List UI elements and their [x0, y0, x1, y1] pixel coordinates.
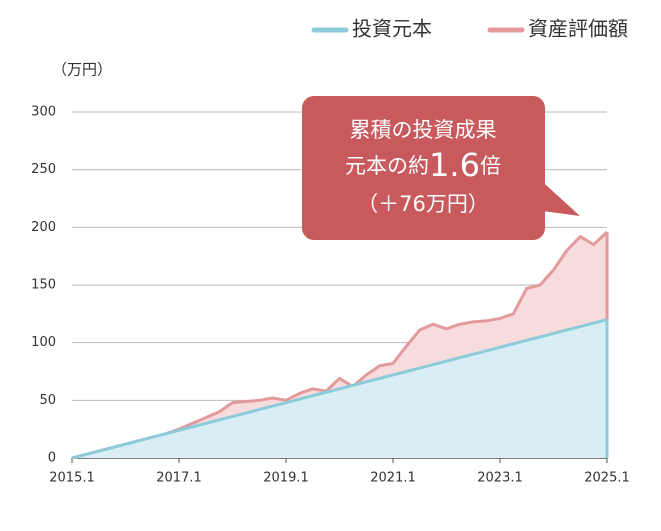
x-tick-label: 2021.1	[370, 471, 416, 486]
y-tick-label: 300	[31, 105, 56, 120]
y-tick-label: 150	[31, 278, 56, 293]
callout-box	[302, 96, 545, 240]
y-tick-label: 50	[39, 393, 56, 408]
x-tick-label: 2015.1	[49, 471, 95, 486]
x-tick-label: 2017.1	[156, 471, 202, 486]
callout-line2: 元本の約1.6倍	[345, 146, 501, 184]
series-line	[71, 318, 608, 460]
y-tick-label: 200	[31, 220, 56, 235]
callout-line1: 累積の投資成果	[350, 118, 497, 142]
callout-number: 1.6	[429, 146, 480, 184]
callout-text: 倍	[480, 154, 501, 178]
y-tick-label: 250	[31, 162, 56, 177]
callout-line3: （＋76万円）	[357, 192, 489, 216]
x-tick-label: 2019.1	[263, 471, 309, 486]
y-unit-label: （万円）	[52, 61, 112, 79]
x-tick-label: 2025.1	[584, 471, 630, 486]
legend: 投資元本 資産評価額	[311, 17, 628, 41]
callout: 累積の投資成果 元本の約1.6倍 （＋76万円）	[302, 96, 580, 240]
legend-label: 投資元本	[352, 17, 432, 41]
callout-text: 元本の約	[345, 154, 429, 178]
x-tick-label: 2023.1	[477, 471, 523, 486]
legend-label: 資産評価額	[528, 17, 628, 41]
callout-pointer	[535, 175, 580, 216]
y-tick-label: 0	[48, 451, 56, 466]
y-tick-label: 100	[31, 335, 56, 350]
